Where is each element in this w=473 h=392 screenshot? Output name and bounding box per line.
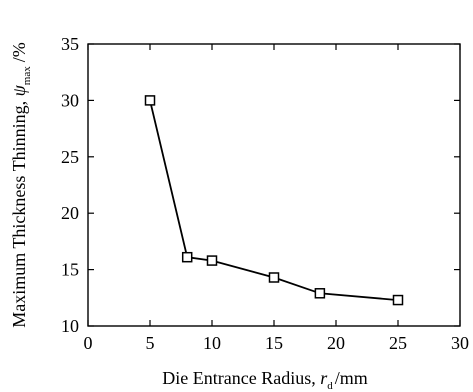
x-axis-label: Die Entrance Radius, rd/mm <box>162 368 367 392</box>
y-ticks: 10 15 20 25 30 35 <box>61 34 460 336</box>
y-tick-label-2: 20 <box>61 203 79 223</box>
x-axis-label-unit: /mm <box>335 368 368 388</box>
y-axis-label-main: Maximum Thickness Thinning, <box>9 96 29 327</box>
x-tick-label-1: 5 <box>146 333 155 353</box>
x-tick-label-3: 15 <box>265 333 283 353</box>
series-group <box>144 95 404 306</box>
y-tick-label-1: 15 <box>61 260 79 280</box>
y-axis-label: Maximum Thickness Thinning, ψmax /% <box>9 42 33 327</box>
y-tick-label-0: 10 <box>61 316 79 336</box>
y-axis-label-symbol: ψ <box>9 84 29 96</box>
data-point-0-4 <box>314 288 326 299</box>
data-point-0-1 <box>181 251 193 263</box>
data-point-0-0 <box>144 95 156 106</box>
y-axis-label-subscript: max <box>21 66 33 85</box>
plot-frame <box>87 43 461 327</box>
data-point-0-2 <box>206 255 218 266</box>
y-axis-label-unit: /% <box>9 42 29 62</box>
x-axis-label-subscript: d <box>327 380 333 392</box>
y-tick-label-4: 30 <box>61 90 79 110</box>
series-line-0 <box>149 100 399 301</box>
y-tick-label-3: 25 <box>61 147 79 167</box>
x-tick-label-0: 0 <box>84 333 93 353</box>
x-ticks: 0 5 10 15 20 25 30 <box>84 44 469 353</box>
x-axis-label-symbol: r <box>320 368 328 388</box>
y-tick-label-5: 35 <box>61 34 79 54</box>
x-tick-label-6: 30 <box>451 333 469 353</box>
data-point-0-3 <box>268 272 280 283</box>
x-tick-label-2: 10 <box>203 333 221 353</box>
x-axis-label-main: Die Entrance Radius, <box>162 368 320 388</box>
x-tick-label-4: 20 <box>327 333 345 353</box>
x-tick-label-5: 25 <box>389 333 407 353</box>
data-point-0-5 <box>392 294 404 306</box>
